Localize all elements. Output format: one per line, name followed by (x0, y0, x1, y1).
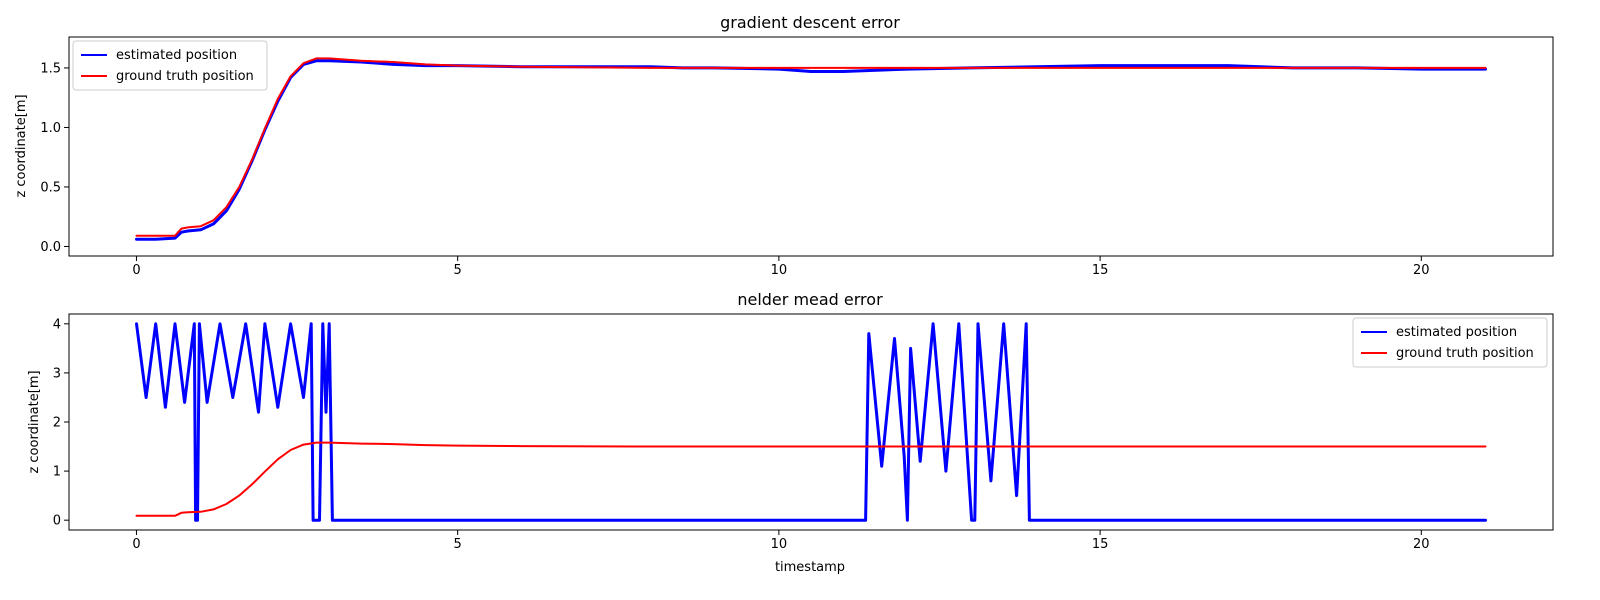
series-line-estimated-position (135, 322, 1487, 522)
y-axis-ticks: 0.0 0.5 1.0 1.5 (40, 61, 69, 255)
y-tick-label: 0.0 (40, 240, 61, 255)
chart-title: nelder mead error (737, 290, 883, 309)
legend-label-ground-truth: ground truth position (1396, 346, 1534, 361)
chart-title: gradient descent error (720, 13, 900, 32)
plot-frame (68, 36, 1554, 257)
series-lines (135, 57, 1487, 241)
series-line-ground-truth-position (135, 441, 1487, 517)
x-axis-label: timestamp (775, 560, 845, 575)
legend-label-estimated: estimated position (116, 48, 237, 63)
legend: estimated position ground truth position (72, 40, 268, 91)
chart-panel-gradient-descent: gradient descent error 0.0 0.5 1.0 1.5 0 5 10… (14, 13, 1554, 278)
x-axis-ticks: 0 5 10 15 20 (132, 256, 1430, 278)
y-tick-label: 3 (53, 366, 61, 381)
x-axis-ticks: 0 5 10 15 20 (132, 530, 1430, 552)
y-tick-label: 1 (53, 465, 61, 480)
x-tick-label: 15 (1092, 263, 1109, 278)
legend-label-estimated: estimated position (1396, 325, 1517, 340)
chart-panel-nelder-mead: nelder mead error 0 1 2 3 4 0 5 10 15 20 z coord… (27, 290, 1554, 575)
y-tick-label: 1.5 (40, 61, 61, 76)
x-tick-label: 10 (771, 537, 788, 552)
x-tick-label: 5 (454, 263, 462, 278)
y-axis-label: z coordinate[m] (14, 94, 29, 197)
legend-label-ground-truth: ground truth position (116, 69, 254, 84)
x-tick-label: 5 (454, 537, 462, 552)
y-tick-label: 1.0 (40, 121, 61, 136)
series-line-ground-truth-position (135, 57, 1487, 237)
x-tick-label: 20 (1413, 263, 1430, 278)
y-tick-label: 4 (53, 317, 61, 332)
series-lines (135, 322, 1487, 522)
x-tick-label: 10 (771, 263, 788, 278)
y-tick-label: 0.5 (40, 180, 61, 195)
x-tick-label: 0 (132, 263, 140, 278)
x-tick-label: 20 (1413, 537, 1430, 552)
y-axis-ticks: 0 1 2 3 4 (53, 317, 69, 529)
legend-box (72, 40, 268, 91)
y-axis-label: z coordinate[m] (27, 370, 42, 473)
y-tick-label: 0 (53, 514, 61, 529)
x-tick-label: 0 (132, 537, 140, 552)
x-tick-label: 15 (1092, 537, 1109, 552)
y-tick-label: 2 (53, 416, 61, 431)
legend-box (1352, 317, 1548, 368)
legend: estimated position ground truth position (1352, 317, 1548, 368)
